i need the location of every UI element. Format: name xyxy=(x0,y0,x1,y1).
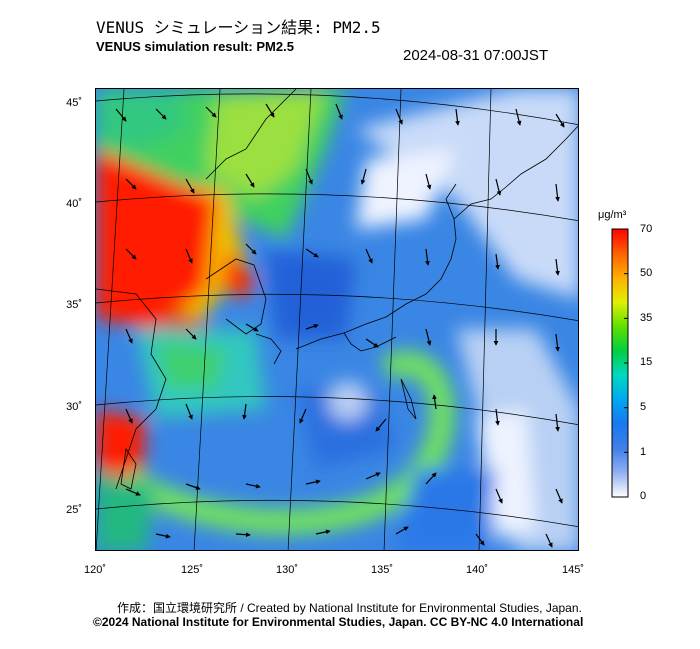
colorbar-tick-0: 0 xyxy=(640,490,647,502)
lat-label-35: 35˚ xyxy=(66,299,82,311)
colorbar-tick-70: 70 xyxy=(640,223,653,235)
lon-label-130: 130˚ xyxy=(275,564,299,576)
wind-vectors xyxy=(115,103,565,548)
forecast-timestamp: 2024-08-31 07:00JST xyxy=(403,47,549,64)
colorbar-unit: μg/m³ xyxy=(598,209,627,221)
lon-label-125: 125˚ xyxy=(180,564,204,576)
colorbar-tick-5: 5 xyxy=(640,401,647,413)
lat-label-25: 25˚ xyxy=(66,504,82,516)
colorbar-tick-50: 50 xyxy=(640,267,653,279)
pm25-map[interactable] xyxy=(95,88,579,551)
graticule xyxy=(96,89,578,550)
lat-label-40: 40˚ xyxy=(66,198,82,210)
colorbar xyxy=(611,228,629,498)
lon-label-140: 140˚ xyxy=(465,564,489,576)
concentration-field xyxy=(96,89,578,550)
credit-text: 作成：国立環境研究所 / Created by National Institu… xyxy=(117,601,582,615)
coastlines xyxy=(96,89,578,490)
lat-label-45: 45˚ xyxy=(66,97,82,109)
colorbar-tick-35: 35 xyxy=(640,312,653,324)
colorbar-tick-15: 15 xyxy=(640,356,653,368)
lon-label-145: 145˚ xyxy=(561,564,585,576)
title-english: VENUS simulation result: PM2.5 xyxy=(96,39,294,54)
map-canvas xyxy=(96,89,578,550)
copyright-text: ©2024 National Institute for Environment… xyxy=(93,615,584,629)
lon-label-135: 135˚ xyxy=(370,564,394,576)
colorbar-tick-1: 1 xyxy=(640,446,647,458)
title-japanese: VENUS シミュレーション結果: PM2.5 xyxy=(96,18,381,37)
lat-label-30: 30˚ xyxy=(66,401,82,413)
lon-label-120: 120˚ xyxy=(83,564,107,576)
